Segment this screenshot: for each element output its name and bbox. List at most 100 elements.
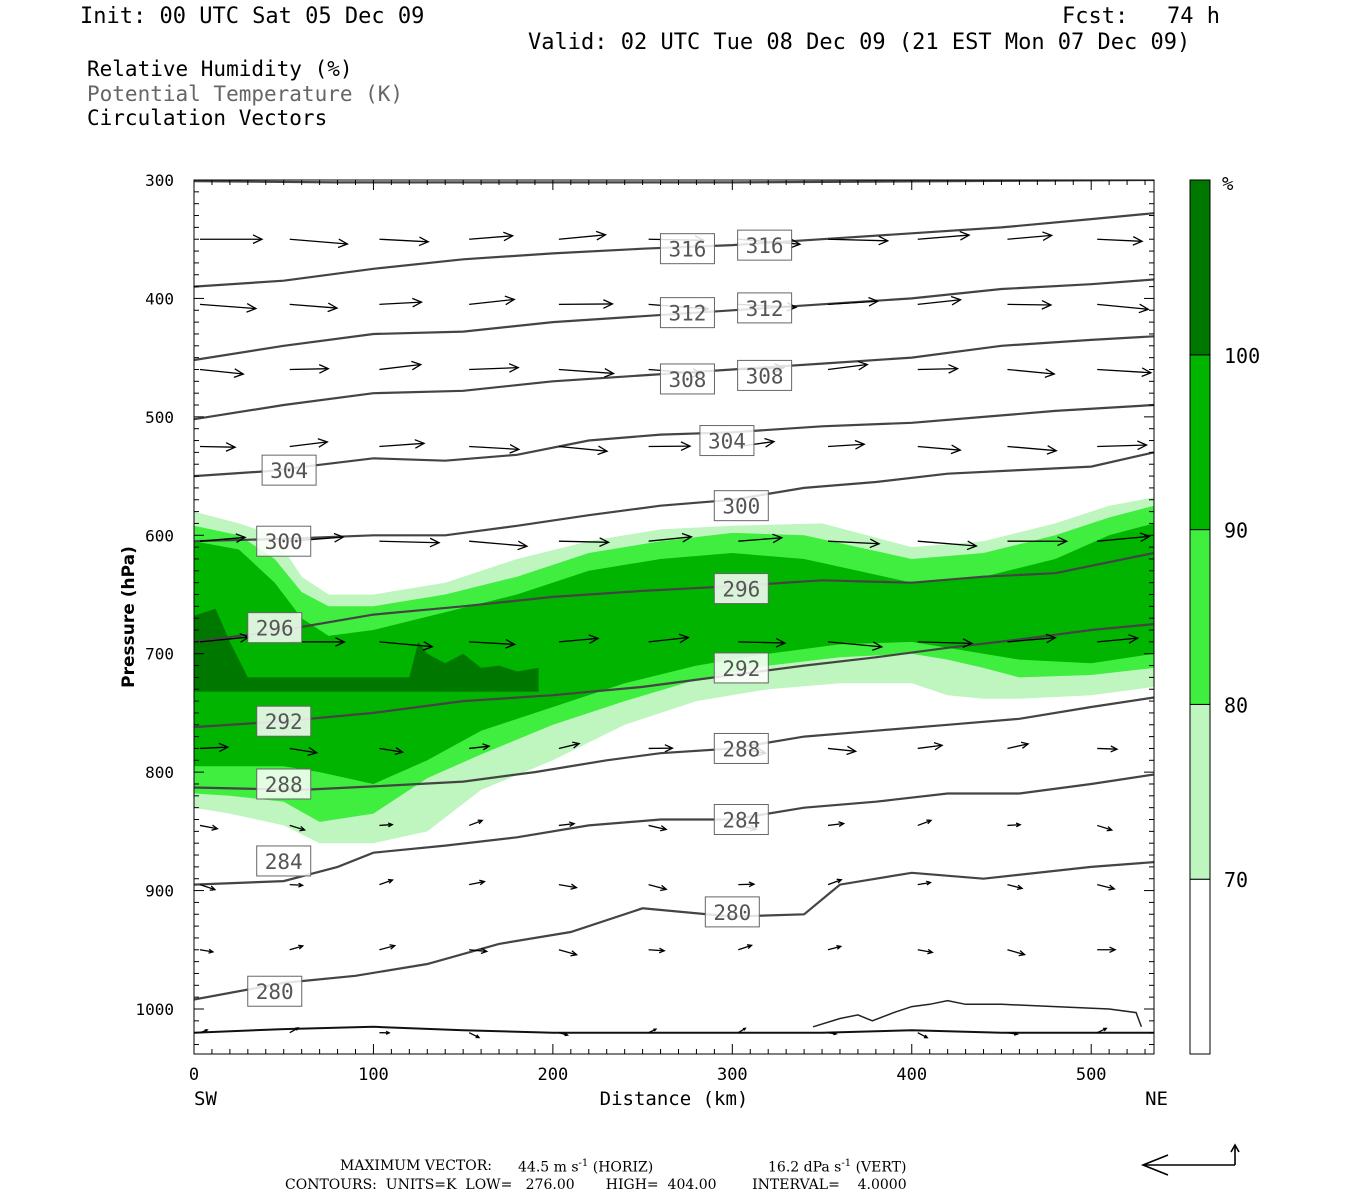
theta-label-box-284-1 <box>713 804 769 836</box>
x-axis-title: Distance (km) <box>600 1088 749 1110</box>
vector-arrow <box>648 1028 658 1034</box>
colorbar-segment-0 <box>1189 878 1211 1055</box>
vector-arrow <box>827 641 884 651</box>
vector-arrow <box>827 1031 838 1036</box>
x-axis-left-label: SW <box>194 1088 217 1110</box>
vertical-exponent: -1 <box>841 1158 852 1169</box>
theta-contour-300 <box>194 451 1154 543</box>
vector-arrow <box>289 238 349 249</box>
vector-arrow <box>1097 824 1114 832</box>
vector-arrow <box>199 884 217 891</box>
vector-arrow <box>917 295 963 306</box>
theta-label-box-296-1 <box>713 573 769 605</box>
theta-contour-304 <box>194 403 1154 478</box>
theta-label-box-284-0 <box>256 845 312 877</box>
vector-arrow <box>1007 1031 1019 1036</box>
max-vector-vertical: 16.2 dPa s-1 (VERT) <box>768 1158 906 1176</box>
vector-arrow <box>917 638 974 649</box>
forecast-hour: 74 h <box>1167 4 1220 29</box>
contour-info: CONTOURS: UNITS=K LOW= 276.00 HIGH= 404.… <box>285 1177 907 1193</box>
vector-arrow <box>289 944 305 951</box>
vector-arrow <box>1007 300 1053 310</box>
vector-arrow <box>199 303 258 313</box>
vector-arrow <box>199 442 237 452</box>
vector-arrow <box>469 443 521 454</box>
y-tick-label-900: 900 <box>145 882 174 901</box>
vector-arrow <box>1007 949 1027 957</box>
vector-arrow <box>1097 884 1116 891</box>
vector-arrow <box>827 296 880 307</box>
theta-label-316-1: 316 <box>746 234 784 258</box>
vector-arrow <box>468 1032 481 1039</box>
forecast-label: Fcst: <box>1062 4 1129 29</box>
vector-arrow <box>1007 231 1054 241</box>
vector-arrow <box>738 637 787 648</box>
axis-layer: 300 400 500 600 700 800 900 1000 0 100 200 300 400 50… <box>135 171 1154 1085</box>
vector-arrow <box>379 747 405 756</box>
vector-arrow <box>469 639 517 649</box>
vector-arrow <box>1097 303 1150 314</box>
max-horizontal-value: 44.5 m s <box>518 1159 579 1176</box>
x-tick-label-100: 100 <box>358 1065 389 1085</box>
colorbar-segment-2 <box>1189 529 1211 705</box>
legend-potential-temperature: Potential Temperature (K) <box>87 82 404 106</box>
theta-label-box-312-0 <box>659 297 715 329</box>
theta-label-292-0: 292 <box>265 710 303 734</box>
vector-arrow <box>648 744 674 753</box>
colorbar-label-70: 70 <box>1224 868 1248 892</box>
vector-arrow <box>379 537 441 548</box>
vector-arrow <box>917 880 932 886</box>
theta-label-box-296-0 <box>247 612 303 644</box>
theta-label-box-292-1 <box>713 652 769 684</box>
theta-label-284-0: 284 <box>265 850 303 874</box>
vector-arrow <box>827 745 858 756</box>
colorbar-segment-4 <box>1189 179 1211 356</box>
theta-label-box-288-0 <box>256 768 312 800</box>
vector-arrow <box>289 364 330 374</box>
vector-arrow <box>1097 634 1140 644</box>
y-tick-label-800: 800 <box>145 763 174 782</box>
y-tick-label-700: 700 <box>145 645 174 664</box>
colorbar-label-90: 90 <box>1224 519 1248 543</box>
vector-arrow <box>200 234 264 245</box>
y-tick-label-400: 400 <box>145 289 174 308</box>
rh-colorbar: 70 80 90 100 <box>1189 179 1260 1055</box>
vector-arrow <box>469 540 529 551</box>
vector-arrow <box>379 360 423 371</box>
max-vector-horizontal: 44.5 m s-1 (HORIZ) <box>518 1158 653 1176</box>
vector-arrow <box>558 537 611 547</box>
colorbar-label-80: 80 <box>1224 693 1248 717</box>
theta-contour-280 <box>194 861 1154 1001</box>
vector-arrow <box>827 944 843 951</box>
x-tick-label-400: 400 <box>896 1065 927 1085</box>
vector-arrow <box>648 947 666 954</box>
theta-label-box-280-1 <box>704 896 760 928</box>
vector-arrow <box>1097 367 1153 378</box>
vector-arrow <box>1007 368 1056 379</box>
theta-label-300-1: 300 <box>722 495 760 519</box>
theta-label-280-0: 280 <box>256 980 294 1004</box>
y-tick-label-500: 500 <box>145 408 174 427</box>
vector-arrow <box>379 878 394 886</box>
vector-arrow <box>1007 822 1022 828</box>
rh-band-100 <box>194 608 539 692</box>
vector-arrow <box>827 360 869 371</box>
theta-label-284-1: 284 <box>722 809 760 833</box>
vector-arrow <box>648 884 668 892</box>
vector-arrow <box>917 230 971 241</box>
vector-arrow <box>737 1027 747 1034</box>
vector-arrow <box>469 295 516 306</box>
vector-arrow <box>469 743 491 751</box>
theta-label-box-304-1 <box>699 425 755 457</box>
theta-label-308-1: 308 <box>746 364 784 388</box>
vector-arrow <box>1097 532 1151 543</box>
max-vector-key-arrow <box>1140 1143 1240 1176</box>
vector-arrow <box>1007 445 1058 455</box>
vector-arrow <box>558 741 581 750</box>
vector-arrow <box>738 944 754 951</box>
vector-arrow <box>1097 236 1144 246</box>
vertical-unit: (VERT) <box>855 1159 907 1176</box>
x-axis-right-label: NE <box>1145 1088 1168 1110</box>
theta-label-box-316-0 <box>659 233 715 265</box>
